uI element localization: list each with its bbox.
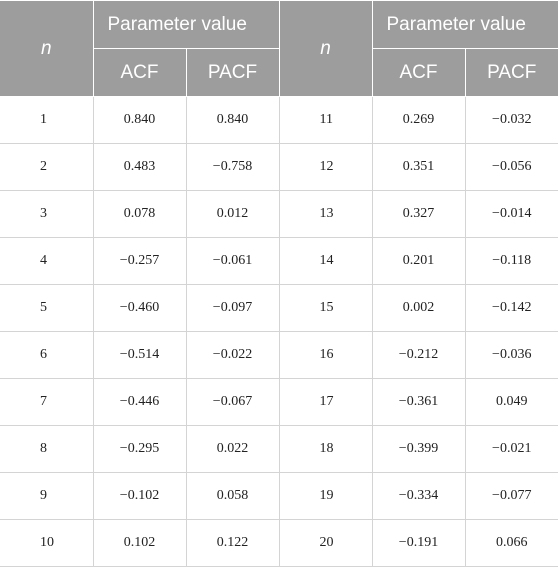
- table-row: 4 −0.257 −0.061 14 0.201 −0.118: [0, 237, 558, 285]
- table-cell: 1: [0, 96, 94, 144]
- table-cell: 18: [278, 425, 373, 473]
- table-row: 3 0.078 0.012 13 0.327 −0.014: [0, 190, 558, 238]
- column-header: n: [278, 0, 373, 97]
- table-cell: 0.022: [185, 425, 280, 473]
- table-cell: −0.102: [92, 472, 187, 520]
- column-header: ACF: [93, 48, 187, 97]
- table-cell: −0.056: [464, 143, 558, 191]
- table-cell: 0.840: [92, 96, 187, 144]
- table-cell: −0.446: [92, 378, 187, 426]
- table-cell: −0.118: [464, 237, 558, 285]
- group-header: Parameter value: [92, 0, 280, 49]
- table-cell: 0.078: [92, 190, 187, 238]
- table-cell: −0.514: [92, 331, 187, 379]
- table-cell: −0.212: [371, 331, 466, 379]
- table-cell: 0.122: [185, 519, 280, 567]
- table-row: 6 −0.514 −0.022 16 −0.212 −0.036: [0, 331, 558, 379]
- table-cell: −0.061: [185, 237, 280, 285]
- table-row: 5 −0.460 −0.097 15 0.002 −0.142: [0, 284, 558, 332]
- table-cell: 0.840: [185, 96, 280, 144]
- table-cell: −0.022: [185, 331, 280, 379]
- table-cell: 4: [0, 237, 94, 285]
- table-row: 9 −0.102 0.058 19 −0.334 −0.077: [0, 472, 558, 520]
- table-row: 7 −0.446 −0.067 17 −0.361 0.049: [0, 378, 558, 426]
- table-cell: −0.460: [92, 284, 187, 332]
- table-cell: 16: [278, 331, 373, 379]
- table-cell: 0.483: [92, 143, 187, 191]
- table-cell: −0.067: [185, 378, 280, 426]
- table-cell: 6: [0, 331, 94, 379]
- table-cell: −0.758: [185, 143, 280, 191]
- table-cell: 0.269: [371, 96, 466, 144]
- table-cell: 12: [278, 143, 373, 191]
- header-row: n Parameter value n Parameter value: [0, 0, 558, 97]
- table-cell: 19: [278, 472, 373, 520]
- table-cell: 14: [278, 237, 373, 285]
- table-cell: −0.077: [464, 472, 558, 520]
- table-cell: 2: [0, 143, 94, 191]
- table-cell: −0.036: [464, 331, 558, 379]
- table-cell: −0.399: [371, 425, 466, 473]
- table-cell: 3: [0, 190, 94, 238]
- table-cell: 0.049: [464, 378, 558, 426]
- table-row: 2 0.483 −0.758 12 0.351 −0.056: [0, 143, 558, 191]
- table-cell: 13: [278, 190, 373, 238]
- table-cell: −0.021: [464, 425, 558, 473]
- column-header: PACF: [464, 48, 558, 97]
- table-cell: −0.014: [464, 190, 558, 238]
- table-cell: 7: [0, 378, 94, 426]
- table-cell: −0.097: [185, 284, 280, 332]
- table-cell: 9: [0, 472, 94, 520]
- column-header: n: [0, 0, 94, 97]
- table-cell: −0.142: [464, 284, 558, 332]
- table-row: 10 0.102 0.122 20 −0.191 0.066: [0, 519, 558, 567]
- column-header: ACF: [371, 48, 466, 97]
- table-cell: 0.012: [185, 190, 280, 238]
- table-cell: −0.361: [371, 378, 466, 426]
- table-cell: 8: [0, 425, 94, 473]
- table-cell: 5: [0, 284, 94, 332]
- column-header: PACF: [185, 48, 280, 97]
- table-cell: −0.295: [92, 425, 187, 473]
- table-cell: 0.066: [464, 519, 558, 567]
- table-cell: 11: [278, 96, 373, 144]
- table-cell: 0.002: [371, 284, 466, 332]
- table-cell: 20: [278, 519, 373, 567]
- table-cell: −0.191: [371, 519, 466, 567]
- table-cell: −0.334: [371, 472, 466, 520]
- table-cell: 0.327: [371, 190, 466, 238]
- table-row: 8 −0.295 0.022 18 −0.399 −0.021: [0, 425, 558, 473]
- table-cell: 0.058: [185, 472, 280, 520]
- table-cell: 0.102: [92, 519, 187, 567]
- table-cell: −0.257: [92, 237, 187, 285]
- table-cell: 0.351: [371, 143, 466, 191]
- group-header: Parameter value: [371, 0, 558, 49]
- table-cell: 17: [278, 378, 373, 426]
- table-cell: −0.032: [464, 96, 558, 144]
- table-cell: 0.201: [371, 237, 466, 285]
- table-cell: 10: [0, 519, 94, 567]
- table-cell: 15: [278, 284, 373, 332]
- table-row: 1 0.840 0.840 11 0.269 −0.032: [0, 96, 558, 144]
